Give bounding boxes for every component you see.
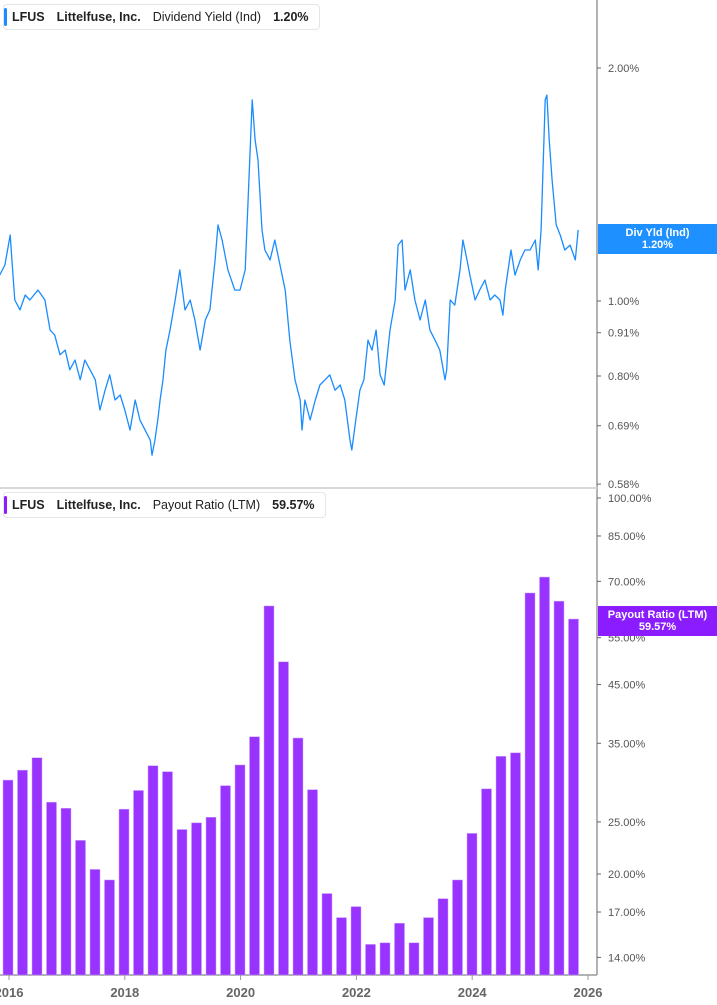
- legend-ticker: LFUS: [12, 498, 45, 512]
- y-tick-label: 35.00%: [608, 738, 646, 750]
- y-tick-label: 1.00%: [608, 296, 639, 308]
- y-tick-label: 0.58%: [608, 479, 639, 491]
- x-tick-label: 2022: [342, 985, 371, 1000]
- series-color-marker: [4, 8, 7, 26]
- bar-2016-q1: [2, 779, 14, 976]
- bar-2018-q3: [147, 765, 159, 976]
- x-tick-label: 2026: [574, 985, 603, 1000]
- y-tick-label: 85.00%: [608, 531, 646, 543]
- x-tick-label: 2016: [0, 985, 23, 1000]
- bar-2018-q4: [162, 771, 173, 976]
- bar-2021-q4: [336, 917, 347, 976]
- y-tick-label: 14.00%: [608, 952, 646, 964]
- y-tick-label: 70.00%: [608, 576, 646, 588]
- bar-2021-q3: [321, 893, 333, 976]
- dividend-yield-line-layer: [0, 94, 579, 456]
- bar-2017-q2: [75, 840, 86, 976]
- bar-2022-q4: [394, 923, 405, 976]
- bar-2020-q3: [263, 605, 275, 976]
- y-tick-label: 17.00%: [608, 907, 646, 919]
- bottom-y-axis: 100.00%85.00%70.00%55.00%45.00%35.00%25.…: [597, 493, 652, 964]
- bar-2019-q1: [176, 829, 188, 976]
- bar-2018-q1: [118, 808, 130, 976]
- y-tick-label: 100.00%: [608, 493, 652, 505]
- bar-2023-q4: [452, 879, 463, 976]
- bar-2020-q4: [278, 661, 289, 976]
- x-tick-label: 2024: [458, 985, 488, 1000]
- legend-company: Littelfuse, Inc.: [56, 10, 141, 24]
- series-color-marker: [4, 496, 7, 514]
- legend-metric: Payout Ratio (LTM): [152, 498, 261, 512]
- y-tick-label: 45.00%: [608, 680, 646, 692]
- bar-2025-q2: [539, 576, 550, 976]
- bar-2024-q2: [481, 788, 492, 976]
- bar-2025-q4: [568, 618, 579, 976]
- y-tick-label: 25.00%: [608, 817, 646, 829]
- bar-2024-q4: [510, 752, 521, 976]
- bar-2021-q2: [307, 789, 318, 976]
- bar-2022-q1: [350, 906, 362, 976]
- dividend-yield-line: [0, 94, 579, 456]
- legend-value: 59.57%: [272, 498, 315, 512]
- y-tick-label: 20.00%: [608, 869, 646, 881]
- bar-2017-q4: [104, 879, 115, 976]
- bar-2020-q2: [249, 736, 260, 976]
- tag-value: 1.20%: [641, 239, 674, 251]
- x-axis: 2016 2018 2020 2022 2024 2026: [0, 975, 602, 1000]
- bar-2022-q2: [365, 944, 376, 976]
- y-tick-label: 0.91%: [608, 328, 639, 340]
- top-legend: LFUS Littelfuse, Inc. Dividend Yield (In…: [3, 4, 320, 30]
- top-y-axis: 2.00% 1.00% 0.91% 0.80% 0.69% 0.58%: [597, 63, 639, 491]
- tag-label: Div Yld (Ind): [625, 227, 690, 239]
- tag-value: 59.57%: [638, 621, 677, 633]
- y-tick-label: 0.69%: [608, 421, 639, 433]
- tag-label: Payout Ratio (LTM): [607, 609, 708, 621]
- payout-ratio-bars: [2, 576, 579, 976]
- bar-2016-q3: [31, 757, 43, 976]
- bar-2024-q1: [466, 833, 478, 976]
- bar-2016-q4: [46, 801, 57, 976]
- bar-2024-q3: [495, 756, 507, 976]
- bar-2018-q2: [133, 790, 144, 976]
- legend-value: 1.20%: [273, 10, 309, 24]
- x-tick-label: 2020: [226, 985, 255, 1000]
- bar-2025-q3: [553, 600, 565, 976]
- bar-2022-q3: [379, 942, 391, 976]
- current-value-tag-div-yield: Div Yld (Ind) 1.20%: [598, 224, 717, 254]
- bar-2016-q2: [17, 769, 28, 976]
- legend-ticker: LFUS: [12, 10, 45, 24]
- bar-2023-q2: [423, 917, 434, 976]
- bar-2021-q1: [292, 737, 304, 976]
- y-tick-label: 0.80%: [608, 371, 639, 383]
- bar-2023-q1: [408, 942, 420, 976]
- bar-2025-q1: [524, 592, 536, 976]
- bar-2020-q1: [234, 764, 246, 976]
- bar-2017-q1: [60, 808, 72, 976]
- current-value-tag-payout: Payout Ratio (LTM) 59.57%: [598, 606, 717, 636]
- bar-2019-q3: [205, 817, 217, 976]
- bar-2023-q3: [437, 898, 449, 976]
- legend-company: Littelfuse, Inc.: [56, 498, 141, 512]
- x-tick-label: 2018: [110, 985, 139, 1000]
- bar-2019-q4: [220, 785, 231, 976]
- legend-metric: Dividend Yield (Ind): [152, 10, 262, 24]
- bar-2017-q3: [89, 869, 101, 976]
- bar-2019-q2: [191, 822, 202, 976]
- bottom-legend: LFUS Littelfuse, Inc. Payout Ratio (LTM)…: [3, 492, 326, 518]
- y-tick-label: 2.00%: [608, 63, 639, 75]
